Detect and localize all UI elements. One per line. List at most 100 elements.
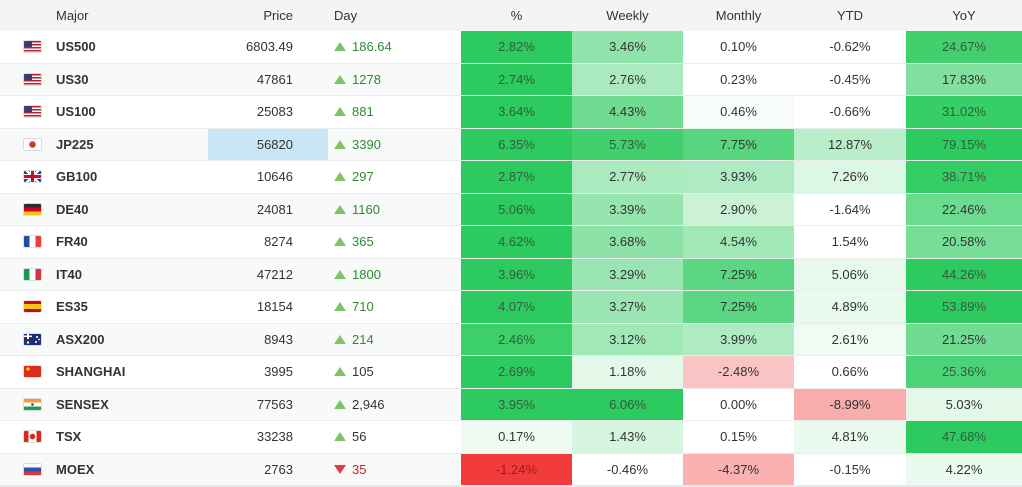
up-triangle-icon <box>334 269 346 279</box>
price-cell: 47212 <box>256 266 293 282</box>
symbol-label[interactable]: TSX <box>56 429 82 445</box>
day-cell: 3390 <box>328 129 461 161</box>
table-row-it40[interactable]: IT40 47212 1800 3.96% 3.29% 7.25% 5.06% 44.26% <box>0 257 1022 290</box>
symbol-label[interactable]: US500 <box>56 39 96 55</box>
table-row-jp225[interactable]: JP225 56820 3390 6.35% 5.73% 7.75% 12.87% 79.15… <box>0 127 1022 161</box>
us-flag-icon <box>24 73 41 85</box>
percent-cell: 3.95% <box>461 388 572 420</box>
day-cell: 186.64 <box>328 31 461 63</box>
monthly-cell: 0.46% <box>683 96 794 128</box>
day-change-value: 1800 <box>352 266 381 282</box>
header-ytd[interactable]: YTD <box>837 8 863 23</box>
symbol-cell: ES35 <box>48 291 208 323</box>
monthly-cell: 0.00% <box>683 388 794 420</box>
ca-flag-icon <box>24 431 41 443</box>
monthly-cell: 3.99% <box>683 323 794 355</box>
price-cell: 24081 <box>256 201 293 217</box>
yoy-cell: 4.22% <box>906 453 1022 485</box>
symbol-label[interactable]: MOEX <box>56 461 95 477</box>
percent-cell: 6.35% <box>461 128 572 160</box>
header-weekly[interactable]: Weekly <box>606 8 649 23</box>
ytd-cell: 5.06% <box>794 258 906 290</box>
symbol-label[interactable]: ASX200 <box>56 331 105 347</box>
table-header: Major Price Day % Weekly Monthly YTD YoY <box>0 0 1022 31</box>
symbol-label[interactable]: IT40 <box>56 266 83 282</box>
yoy-cell: 31.02% <box>906 96 1022 128</box>
table-row-de40[interactable]: DE40 24081 1160 5.06% 3.39% 2.90% -1.64% 22.46% <box>0 192 1022 225</box>
up-triangle-icon <box>334 107 346 117</box>
ru-flag-icon <box>24 463 41 475</box>
weekly-cell: -0.46% <box>572 453 683 485</box>
percent-cell: 3.96% <box>461 258 572 290</box>
flag-cell <box>0 356 48 388</box>
percent-cell: 4.07% <box>461 291 572 323</box>
flag-cell <box>0 129 48 161</box>
table-row-us30[interactable]: US30 47861 1278 2.74% 2.76% 0.23% -0.45% 17.83% <box>0 62 1022 95</box>
percent-cell: 2.46% <box>461 323 572 355</box>
day-change-value: 2,946 <box>352 396 385 412</box>
price-cell: 3995 <box>264 364 293 380</box>
percent-cell: 0.17% <box>461 421 572 453</box>
price-cell: 8943 <box>264 331 293 347</box>
up-triangle-icon <box>334 399 346 409</box>
monthly-cell: 7.25% <box>683 291 794 323</box>
header-yoy[interactable]: YoY <box>952 8 976 23</box>
header-day[interactable]: Day <box>334 8 358 23</box>
monthly-cell: 2.90% <box>683 193 794 225</box>
table-row-tsx[interactable]: TSX 33238 56 0.17% 1.43% 0.15% 4.81% 47.68% <box>0 420 1022 453</box>
symbol-label[interactable]: US100 <box>56 104 96 120</box>
header-monthly[interactable]: Monthly <box>715 8 762 23</box>
up-triangle-icon <box>334 367 346 377</box>
table-row-shanghai[interactable]: SHANGHAI 3995 105 2.69% 1.18% -2.48% 0.66% 25.3… <box>0 355 1022 388</box>
table-row-asx200[interactable]: ASX200 8943 214 2.46% 3.12% 3.99% 2.61% 21.25% <box>0 322 1022 355</box>
table-row-sensex[interactable]: SENSEX 77563 2,946 3.95% 6.06% 0.00% -8.99% 5.0… <box>0 387 1022 420</box>
symbol-label[interactable]: GB100 <box>56 169 98 185</box>
jp-flag-icon <box>24 138 41 150</box>
day-cell: 35 <box>328 454 461 486</box>
price-cell: 47861 <box>256 71 293 87</box>
percent-cell: 2.69% <box>461 356 572 388</box>
day-change-value: 1278 <box>352 71 381 87</box>
symbol-label[interactable]: SENSEX <box>56 396 109 412</box>
day-cell: 56 <box>328 421 461 453</box>
symbol-label[interactable]: US30 <box>56 71 89 87</box>
header-major[interactable]: Major <box>56 8 89 23</box>
flag-cell <box>0 226 48 258</box>
symbol-label[interactable]: SHANGHAI <box>56 364 126 380</box>
ytd-cell: 0.66% <box>794 356 906 388</box>
table-row-fr40[interactable]: FR40 8274 365 4.62% 3.68% 4.54% 1.54% 20.58% <box>0 225 1022 258</box>
ytd-cell: -1.64% <box>794 193 906 225</box>
weekly-cell: 4.43% <box>572 96 683 128</box>
us-flag-icon <box>24 106 41 118</box>
yoy-cell: 22.46% <box>906 193 1022 225</box>
day-change-value: 365 <box>352 234 374 250</box>
table-row-us100[interactable]: US100 25083 881 3.64% 4.43% 0.46% -0.66% 31.02% <box>0 95 1022 128</box>
yoy-cell: 21.25% <box>906 323 1022 355</box>
table-row-moex[interactable]: MOEX 2763 35 -1.24% -0.46% -4.37% -0.15% 4.22% <box>0 452 1022 486</box>
table-row-es35[interactable]: ES35 18154 710 4.07% 3.27% 7.25% 4.89% 53.89% <box>0 290 1022 323</box>
symbol-cell: JP225 <box>48 129 208 161</box>
symbol-cell: US500 <box>48 31 208 63</box>
header-percent[interactable]: % <box>510 8 523 23</box>
weekly-cell: 5.73% <box>572 128 683 160</box>
ytd-cell: 1.54% <box>794 226 906 258</box>
table-body: US500 6803.49 186.64 2.82% 3.46% 0.10% -0.62% 2… <box>0 31 1022 485</box>
price-cell: 8274 <box>264 234 293 250</box>
symbol-cell: FR40 <box>48 226 208 258</box>
down-triangle-icon <box>334 464 346 474</box>
yoy-cell: 20.58% <box>906 226 1022 258</box>
yoy-cell: 38.71% <box>906 161 1022 193</box>
table-row-us500[interactable]: US500 6803.49 186.64 2.82% 3.46% 0.10% -0.62% 2… <box>0 31 1022 63</box>
symbol-label[interactable]: JP225 <box>56 136 94 152</box>
ytd-cell: 7.26% <box>794 161 906 193</box>
symbol-label[interactable]: FR40 <box>56 234 88 250</box>
price-cell: 33238 <box>256 429 293 445</box>
percent-cell: 2.82% <box>461 31 572 63</box>
table-row-gb100[interactable]: GB100 10646 297 2.87% 2.77% 3.93% 7.26% 38.71% <box>0 160 1022 193</box>
weekly-cell: 1.43% <box>572 421 683 453</box>
header-price[interactable]: Price <box>263 8 293 23</box>
symbol-label[interactable]: DE40 <box>56 201 89 217</box>
symbol-label[interactable]: ES35 <box>56 299 88 315</box>
day-change-value: 710 <box>352 299 374 315</box>
monthly-cell: 0.23% <box>683 63 794 95</box>
